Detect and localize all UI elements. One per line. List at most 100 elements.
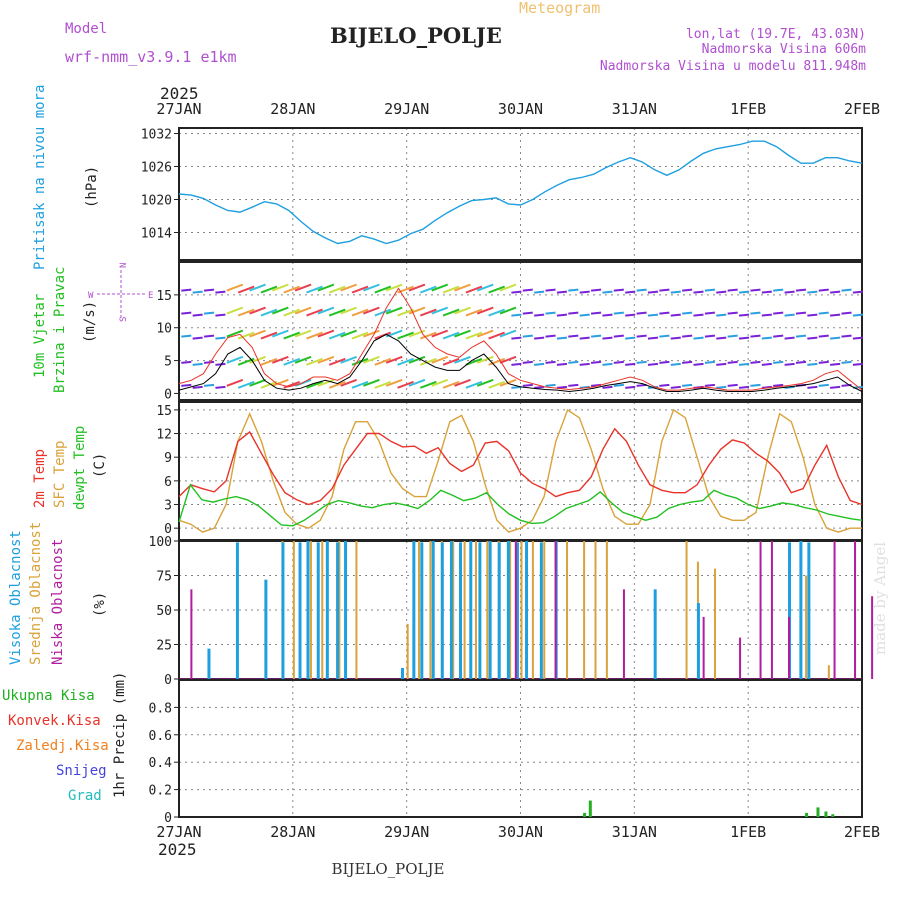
panel-1: 0 5 10 15	[156, 261, 863, 402]
wind-barb	[602, 290, 613, 294]
y-tick-label: 0.6	[149, 729, 172, 744]
cloud-bars-0	[207, 541, 811, 679]
svg-text:W: W	[88, 291, 94, 301]
y-tick-label: 1020	[141, 194, 172, 209]
wind-barb	[499, 329, 517, 338]
wind-barb	[317, 378, 335, 387]
wind-barb	[773, 311, 784, 315]
wind-barb	[442, 357, 460, 366]
wind-barb	[419, 285, 437, 294]
wind-barb	[545, 334, 556, 338]
wind-barb	[830, 336, 841, 340]
wind-barb	[670, 313, 681, 317]
wind-barb	[750, 288, 761, 292]
pressure-label: Pritisak na nivou mora	[32, 85, 48, 270]
y-tick-label: 3	[164, 499, 172, 514]
wind-barb	[716, 290, 727, 294]
cloud-bar	[520, 541, 523, 679]
wind-barb	[545, 311, 556, 315]
y-tick-label: 0.4	[149, 756, 173, 771]
wind-barb	[328, 308, 346, 317]
wind-barb	[682, 288, 693, 292]
y-tick-label: 1026	[141, 161, 172, 176]
wind-barb	[351, 380, 369, 389]
wind-barb	[841, 311, 852, 315]
panel-3: 0 25 50 75 100	[149, 535, 874, 688]
wind-barb	[807, 385, 818, 389]
wind-barb	[271, 378, 289, 387]
wind-barb	[249, 378, 266, 387]
wind-barb	[818, 360, 829, 364]
wind-barb-row	[181, 283, 863, 294]
wind-barb	[419, 331, 437, 340]
legend-frz-rain: Zaledj.Kisa	[16, 738, 109, 754]
cloud-bar	[799, 541, 803, 679]
svg-text:E: E	[148, 291, 153, 301]
wind-barb	[431, 378, 449, 387]
cloud-bar	[344, 541, 348, 679]
wind-barb	[818, 383, 829, 387]
wind-barb	[454, 378, 471, 387]
wind-barb	[408, 329, 426, 338]
wind-barb	[215, 313, 226, 317]
wind-barb	[693, 313, 704, 317]
wind-barb	[181, 383, 192, 387]
wind-barb	[215, 336, 226, 340]
wind-barb	[454, 306, 471, 315]
wind-barb	[522, 360, 533, 364]
wind-barb	[488, 357, 505, 366]
wind-barb-row	[181, 329, 863, 340]
wind-barb	[795, 288, 807, 292]
wind-barb	[534, 336, 545, 340]
temp2m-line	[178, 427, 863, 506]
wind-barb	[192, 362, 203, 366]
wind-barb	[294, 283, 312, 292]
cloud-bar	[478, 542, 482, 679]
wind-barb	[454, 283, 471, 292]
wind-barb	[226, 355, 244, 364]
cloud-unit: (%)	[92, 592, 108, 617]
wind-barb	[351, 331, 369, 340]
svg-text:S: S	[119, 317, 129, 322]
x-tick-bottom: 2FEB	[844, 823, 880, 841]
wind-barb	[602, 336, 613, 340]
wind-barb	[613, 288, 624, 292]
wind-barb	[556, 313, 568, 317]
wind-speed-line	[178, 287, 863, 391]
y-tick-label: 5	[164, 355, 172, 370]
mid-cloud-label: Srednja Oblacnost	[28, 522, 44, 665]
panel-frame	[178, 401, 863, 541]
wind-barb	[670, 362, 681, 366]
wind-barb	[408, 306, 426, 315]
wind-barb	[192, 290, 203, 294]
high-cloud-label: Visoka Oblacnost	[8, 530, 24, 665]
wind-barb	[454, 355, 471, 364]
x-tick-bottom: 31JAN	[612, 823, 657, 841]
cloud-bar	[525, 541, 529, 679]
wind-barb	[659, 311, 670, 315]
wind-barb	[397, 331, 414, 340]
wind-barb	[351, 308, 369, 317]
wind-barb	[613, 360, 624, 364]
wind-barb	[670, 336, 681, 340]
wind-barb	[534, 362, 545, 366]
cloud-bar	[431, 541, 435, 679]
cloud-bar	[440, 542, 444, 679]
wind-barb	[465, 285, 483, 294]
cloud-bar	[190, 589, 193, 679]
wind-barb	[385, 378, 403, 387]
y-tick-label: 0	[164, 673, 172, 688]
wind-unit: (m/s)	[82, 301, 98, 343]
wind-barb	[841, 288, 852, 292]
wind-barb	[203, 288, 215, 292]
meteogram-subtitle: Meteogram	[519, 0, 600, 17]
wind-barb	[693, 336, 704, 340]
wind-barb	[534, 385, 545, 389]
legend-total-rain: Ukupna Kisa	[2, 688, 95, 704]
cloud-bar	[566, 541, 569, 679]
cloud-bar	[653, 589, 657, 679]
cloud-bar	[355, 541, 358, 679]
wind-barb	[476, 355, 494, 364]
wind-barb	[499, 283, 517, 292]
cloud-bar	[506, 541, 510, 679]
